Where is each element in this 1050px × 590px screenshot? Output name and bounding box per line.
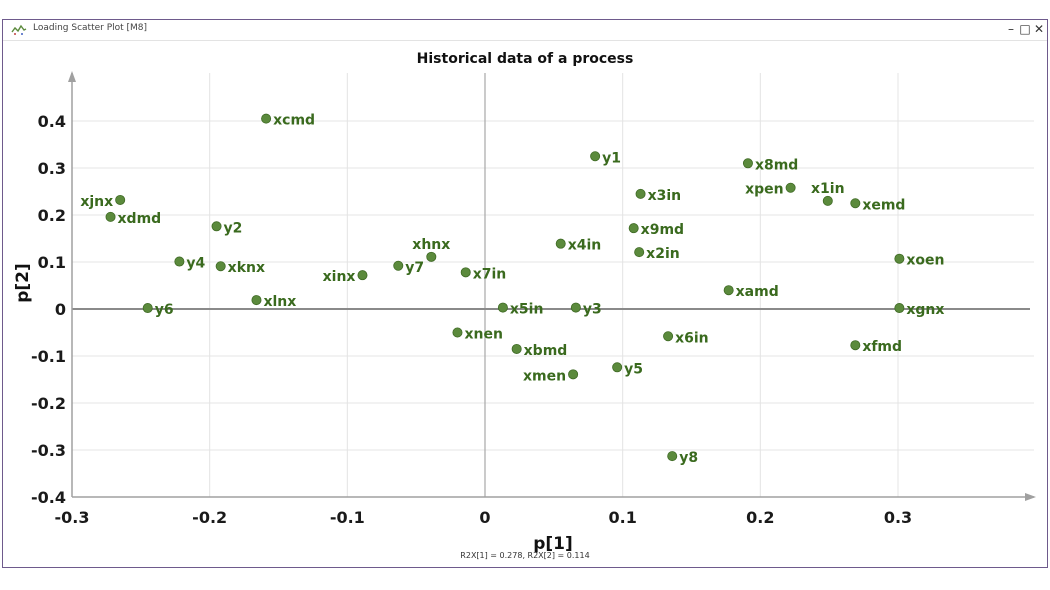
- data-label-xdmd: xdmd: [118, 211, 162, 227]
- r2x-footer: R2X[1] = 0.278, R2X[2] = 0.114: [460, 551, 589, 560]
- data-point-x4in[interactable]: [555, 238, 566, 249]
- data-label-xnen: xnen: [464, 327, 502, 343]
- y-axis-label: p[2]: [13, 263, 33, 303]
- data-point-y4[interactable]: [174, 256, 185, 267]
- data-label-y8: y8: [679, 450, 698, 466]
- x-axis-arrow: [1025, 493, 1036, 501]
- close-button[interactable]: ✕: [1033, 22, 1045, 36]
- data-label-x5in: x5in: [510, 302, 544, 318]
- data-point-xamd[interactable]: [723, 285, 734, 296]
- data-point-xfmd[interactable]: [850, 340, 861, 351]
- x-axis-label: p[1]: [533, 534, 573, 554]
- x-tick-label: 0.1: [608, 508, 636, 527]
- y-tick-label: -0.2: [31, 394, 66, 413]
- data-point-y7[interactable]: [393, 260, 404, 271]
- data-label-x7in: x7in: [473, 266, 507, 282]
- data-label-xfmd: xfmd: [862, 339, 902, 355]
- x-tick-label: -0.2: [192, 508, 227, 527]
- chart-title: Historical data of a process: [417, 51, 634, 67]
- y-tick-label: 0.3: [38, 159, 66, 178]
- data-point-y6[interactable]: [142, 303, 153, 314]
- data-label-y4: y4: [186, 256, 205, 272]
- data-label-y1: y1: [602, 150, 621, 166]
- data-label-x3in: x3in: [648, 188, 682, 204]
- data-point-y5[interactable]: [612, 362, 623, 373]
- data-label-x2in: x2in: [646, 246, 680, 262]
- data-point-x8md[interactable]: [742, 158, 753, 169]
- data-point-x3in[interactable]: [635, 188, 646, 199]
- data-label-xhnx: xhnx: [412, 237, 450, 253]
- data-label-y7: y7: [405, 260, 424, 276]
- y-tick-label: 0: [55, 300, 66, 319]
- maximize-button[interactable]: □: [1019, 22, 1031, 36]
- data-label-xoen: xoen: [906, 253, 944, 269]
- data-point-x7in[interactable]: [460, 267, 471, 278]
- x-tick-label: -0.1: [330, 508, 365, 527]
- data-label-xjnx: xjnx: [80, 194, 113, 210]
- y-tick-label: 0.1: [38, 253, 66, 272]
- x-tick-label: -0.3: [55, 508, 90, 527]
- x-tick-label: 0: [479, 508, 490, 527]
- window-title: Loading Scatter Plot [M8]: [33, 23, 148, 33]
- data-label-x9md: x9md: [641, 222, 684, 238]
- data-label-xbmd: xbmd: [524, 343, 568, 359]
- x-tick-label: 0.3: [884, 508, 912, 527]
- data-label-xgnx: xgnx: [906, 302, 944, 318]
- data-label-y2: y2: [224, 220, 243, 236]
- data-label-x8md: x8md: [755, 157, 798, 173]
- data-point-xcmd[interactable]: [261, 113, 272, 124]
- data-point-xdmd[interactable]: [105, 211, 116, 222]
- data-point-xjnx[interactable]: [115, 194, 126, 205]
- data-point-xinx[interactable]: [357, 270, 368, 281]
- data-point-xgnx[interactable]: [894, 303, 905, 314]
- data-point-x5in[interactable]: [497, 302, 508, 313]
- data-label-xemd: xemd: [862, 197, 905, 213]
- data-label-xamd: xamd: [736, 284, 779, 300]
- data-label-xcmd: xcmd: [273, 113, 315, 129]
- data-label-xmen: xmen: [523, 368, 566, 384]
- data-label-x1in: x1in: [811, 181, 845, 197]
- data-point-xpen[interactable]: [785, 182, 796, 193]
- x-tick-label: 0.2: [746, 508, 774, 527]
- y-tick-label: -0.4: [31, 488, 66, 507]
- data-label-xlnx: xlnx: [263, 294, 296, 310]
- data-point-xlnx[interactable]: [251, 295, 262, 306]
- data-label-y3: y3: [583, 302, 602, 318]
- data-label-xinx: xinx: [323, 269, 356, 285]
- minimize-button[interactable]: –: [1008, 22, 1014, 36]
- data-label-y5: y5: [624, 361, 643, 377]
- data-point-y2[interactable]: [211, 221, 222, 232]
- y-tick-label: -0.3: [31, 441, 66, 460]
- data-label-xknx: xknx: [228, 260, 265, 276]
- data-label-x4in: x4in: [568, 238, 602, 254]
- data-label-xpen: xpen: [745, 182, 784, 198]
- scatter-plot-icon: [11, 24, 27, 35]
- y-tick-label: 0.4: [38, 112, 66, 131]
- data-point-x6in[interactable]: [663, 331, 674, 342]
- data-point-xknx[interactable]: [215, 261, 226, 272]
- data-point-xhnx[interactable]: [426, 251, 437, 262]
- data-point-xnen[interactable]: [452, 327, 463, 338]
- data-point-xemd[interactable]: [850, 198, 861, 209]
- data-point-y1[interactable]: [590, 151, 601, 162]
- data-point-x9md[interactable]: [628, 223, 639, 234]
- data-point-xmen[interactable]: [568, 369, 579, 380]
- data-point-xbmd[interactable]: [511, 343, 522, 354]
- y-tick-label: -0.1: [31, 347, 66, 366]
- data-point-xoen[interactable]: [894, 253, 905, 264]
- y-tick-label: 0.2: [38, 206, 66, 225]
- data-label-y6: y6: [155, 302, 174, 318]
- window-titlebar[interactable]: Loading Scatter Plot [M8] – □ ✕: [3, 20, 1047, 41]
- data-point-x2in[interactable]: [634, 247, 645, 258]
- data-point-y8[interactable]: [667, 451, 678, 462]
- chart-window: Loading Scatter Plot [M8] – □ ✕ -0.4 -0.3…: [2, 19, 1048, 568]
- data-point-y3[interactable]: [570, 302, 581, 313]
- scatter-chart[interactable]: -0.4-0.3-0.2-0.100.10.20.30.4-0.3 -0.2 -0.…: [3, 20, 1047, 567]
- y-axis-arrow: [68, 71, 76, 82]
- data-label-x6in: x6in: [675, 330, 709, 346]
- data-point-x1in[interactable]: [822, 195, 833, 206]
